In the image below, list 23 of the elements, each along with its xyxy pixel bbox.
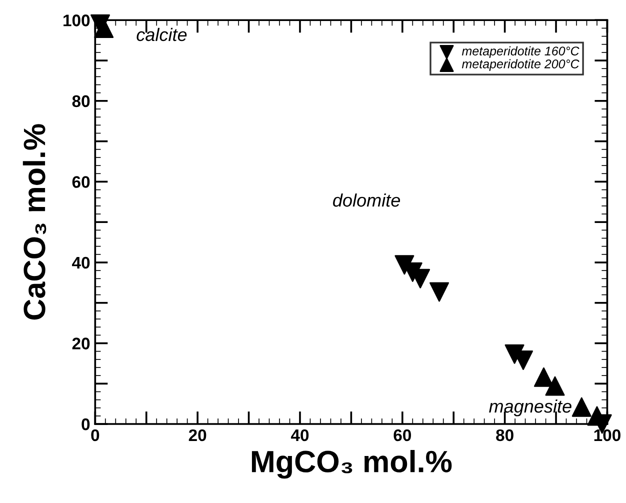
point	[572, 397, 592, 417]
y-tick-label: 0	[82, 418, 90, 430]
x-tick-label: 0	[91, 429, 100, 442]
x-tick-label: 80	[496, 429, 514, 442]
x-tick-label: 20	[188, 429, 206, 442]
y-axis-title: CaCO₃ mol.%	[22, 124, 46, 320]
annotation: dolomite	[333, 193, 400, 207]
legend-label: metaperidotite 160°C	[462, 46, 580, 58]
point	[534, 367, 554, 387]
x-tick-label: 60	[394, 429, 411, 442]
x-axis-title: MgCO₃ mol.%	[252, 450, 452, 479]
x-tick-label: 40	[290, 429, 309, 442]
annotation: calcite	[136, 28, 187, 42]
y-tick-label: 20	[72, 338, 90, 350]
point	[545, 376, 565, 396]
y-tick-label: 100	[64, 14, 90, 26]
y-tick-label: 40	[72, 256, 90, 269]
point	[430, 282, 450, 302]
annotation: magnesite	[489, 399, 572, 416]
y-tick-label: 60	[72, 176, 90, 188]
y-tick-label: 80	[72, 95, 90, 108]
legend-label: metaperidotite 200°C	[462, 59, 580, 71]
x-tick-label: 100	[594, 429, 620, 442]
